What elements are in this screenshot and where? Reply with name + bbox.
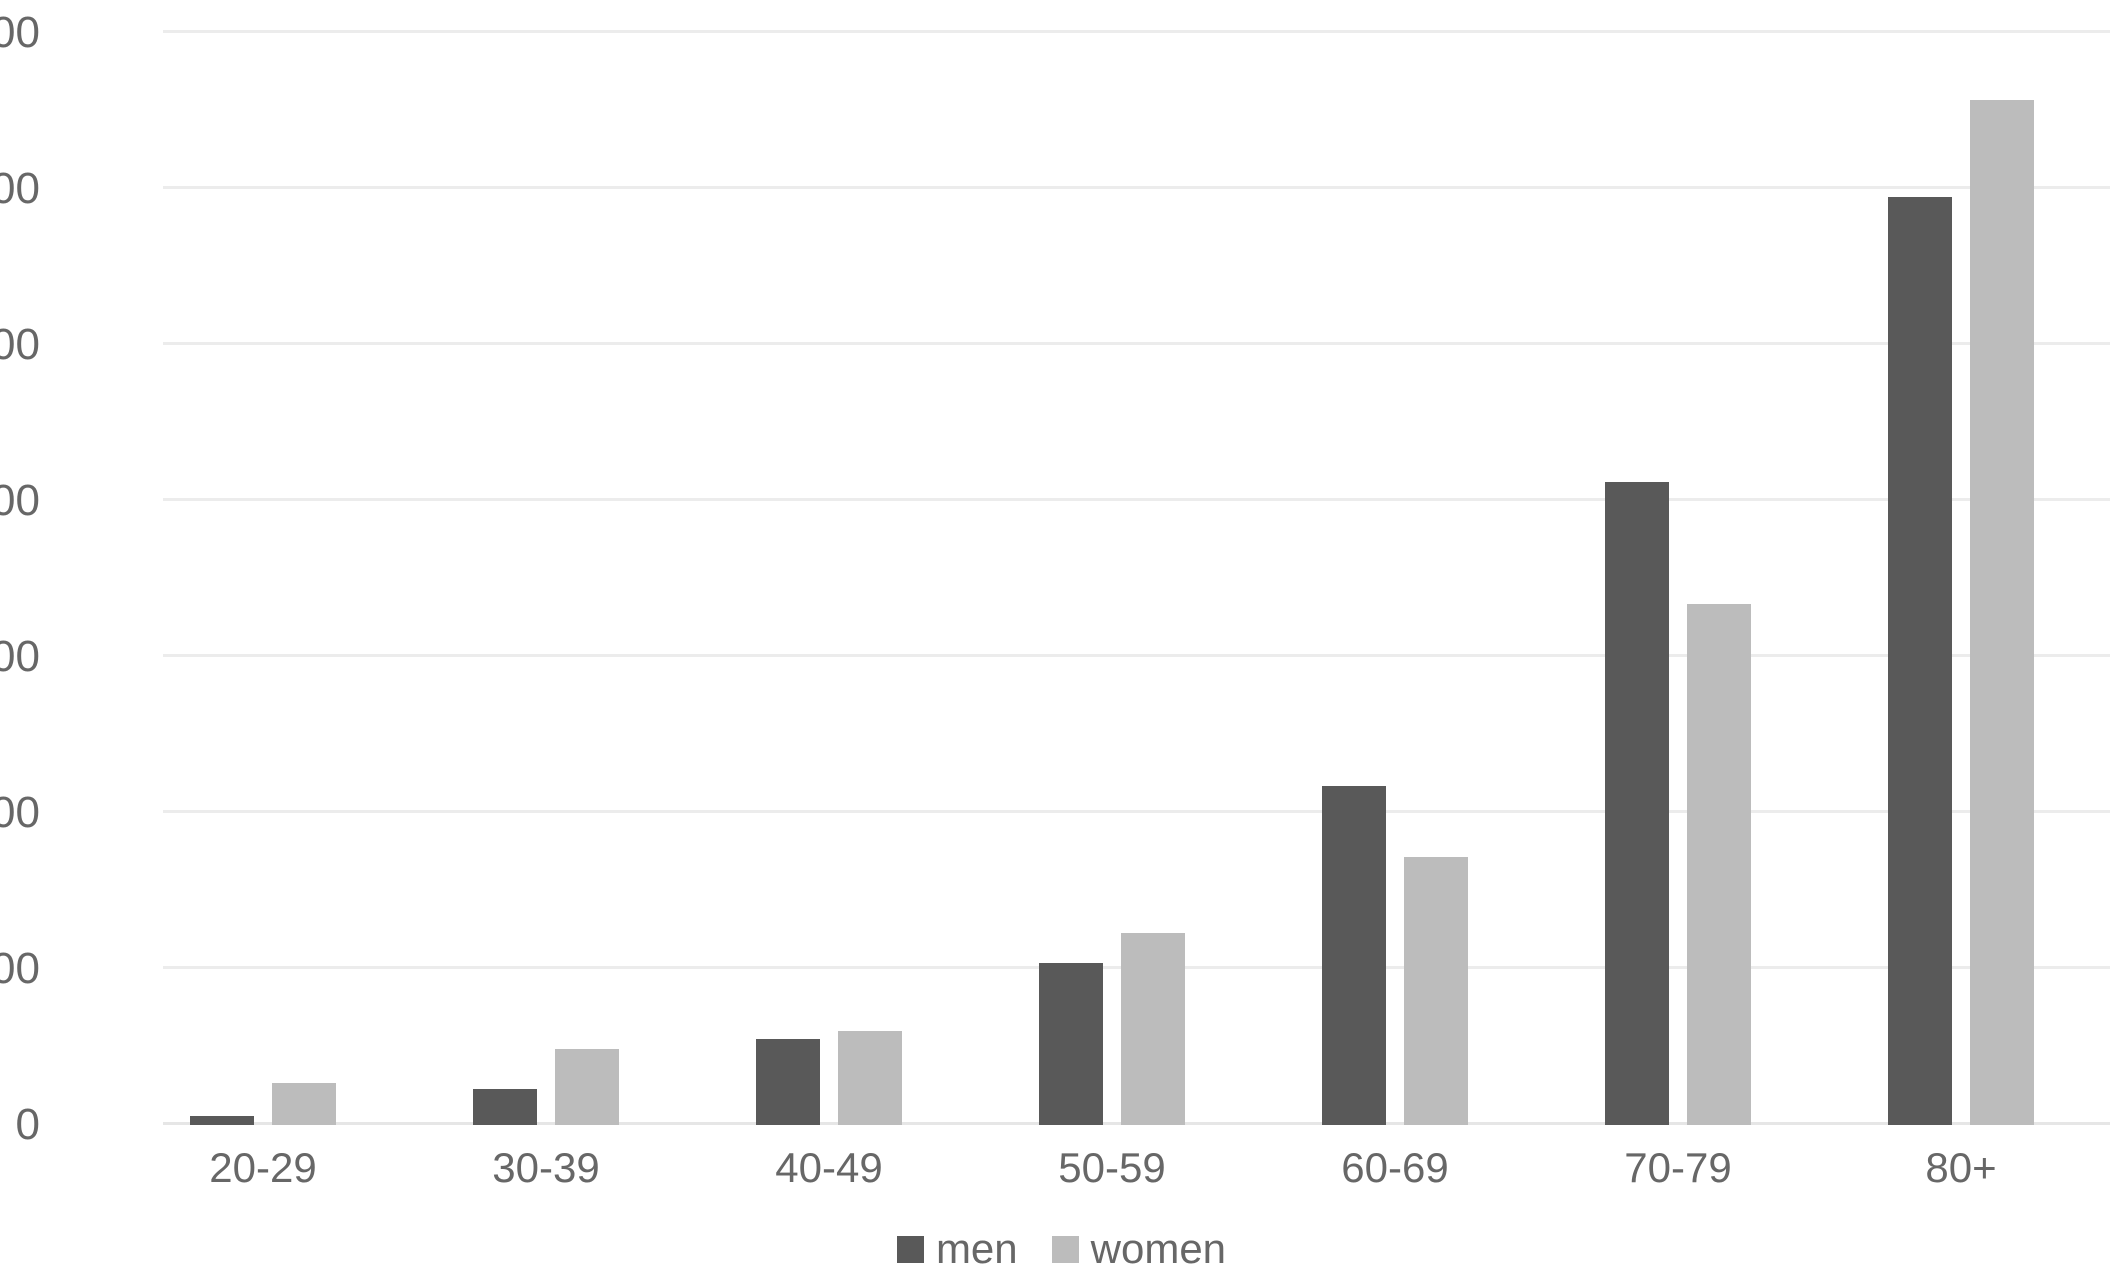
bar-men-50-59[interactable] [1039,962,1103,1125]
legend-item-men[interactable]: men [896,1225,1018,1272]
y-axis-tick-label: 500 [0,320,40,369]
x-axis-tick-label: 60-69 [1341,1144,1449,1191]
gridline [163,498,2110,501]
chart-legend: men women [0,1228,2123,1270]
x-axis-tick-label: 20-29 [209,1144,317,1191]
legend-swatch-icon [896,1235,924,1263]
y-axis-tick-label: 400 [0,476,40,525]
gridline [163,186,2110,189]
x-axis-tick-label: 40-49 [775,1144,883,1191]
gridline [163,342,2110,345]
y-axis-tick-label: 700 [0,8,40,57]
legend-label: men [935,1225,1018,1272]
bar-women-50-59[interactable] [1121,933,1185,1125]
legend-label: women [1090,1225,1227,1272]
bar-women-80+[interactable] [1970,100,2034,1125]
gridline [163,30,2110,33]
bar-men-60-69[interactable] [1322,786,1386,1125]
bar-women-40-49[interactable] [838,1031,902,1125]
y-axis-tick-label: 300 [0,632,40,681]
bar-men-20-29[interactable] [190,1115,254,1125]
bar-men-80+[interactable] [1888,196,1952,1125]
bar-men-30-39[interactable] [473,1089,537,1125]
bar-men-70-79[interactable] [1605,482,1669,1125]
y-axis-tick-label: 0 [15,1100,40,1149]
bar-women-20-29[interactable] [272,1082,336,1125]
plot-area [163,30,2110,1125]
y-axis-tick-label: 100 [0,944,40,993]
gridline [163,654,2110,657]
gridline [163,810,2110,813]
bar-women-30-39[interactable] [555,1048,619,1125]
bar-men-40-49[interactable] [756,1039,820,1125]
x-axis-tick-label: 50-59 [1058,1144,1166,1191]
bar-women-70-79[interactable] [1687,603,1751,1125]
y-axis-tick-label: 200 [0,788,40,837]
legend-swatch-icon [1051,1235,1079,1263]
bar-women-60-69[interactable] [1404,856,1468,1125]
x-axis-tick-label: 70-79 [1624,1144,1732,1191]
legend-item-women[interactable]: women [1051,1225,1227,1272]
x-axis-tick-label: 80+ [1925,1144,1997,1191]
y-axis-tick-label: 600 [0,164,40,213]
x-axis-tick-label: 30-39 [492,1144,600,1191]
